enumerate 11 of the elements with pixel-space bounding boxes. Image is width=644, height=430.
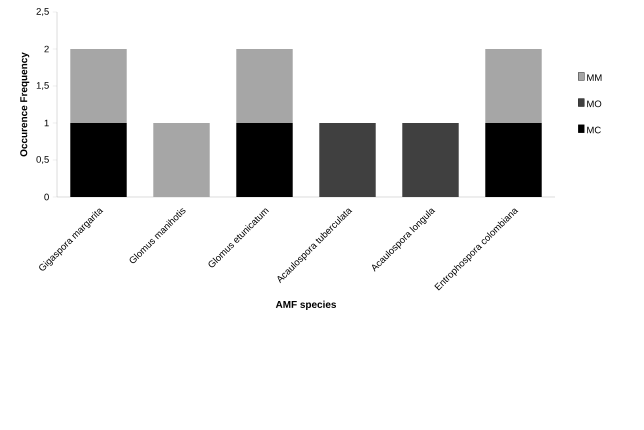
y-tick-label: 1 [44, 120, 49, 126]
x-axis-title: AMF species [276, 300, 336, 310]
legend-label: MO [587, 100, 602, 108]
legend-label: MC [587, 126, 601, 134]
y-tick-label: 0 [44, 194, 49, 200]
y-tick-label: 2 [44, 46, 49, 52]
y-axis-title: Occurence Frequency [20, 52, 30, 156]
y-tick-label: 1,5 [36, 82, 49, 90]
y-tick-label: 2,5 [36, 8, 49, 16]
legend-label: MM [587, 74, 602, 81]
y-tick-label: 0,5 [36, 156, 49, 164]
